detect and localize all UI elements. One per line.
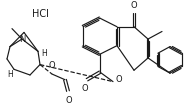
Text: HCl: HCl [32,9,48,19]
Text: H: H [7,70,13,79]
Text: O: O [49,61,55,70]
Text: H: H [41,49,47,58]
Text: O: O [116,75,123,84]
Text: O: O [82,84,88,94]
Text: O: O [66,96,72,105]
Text: N: N [19,35,25,44]
Text: O: O [131,1,137,10]
